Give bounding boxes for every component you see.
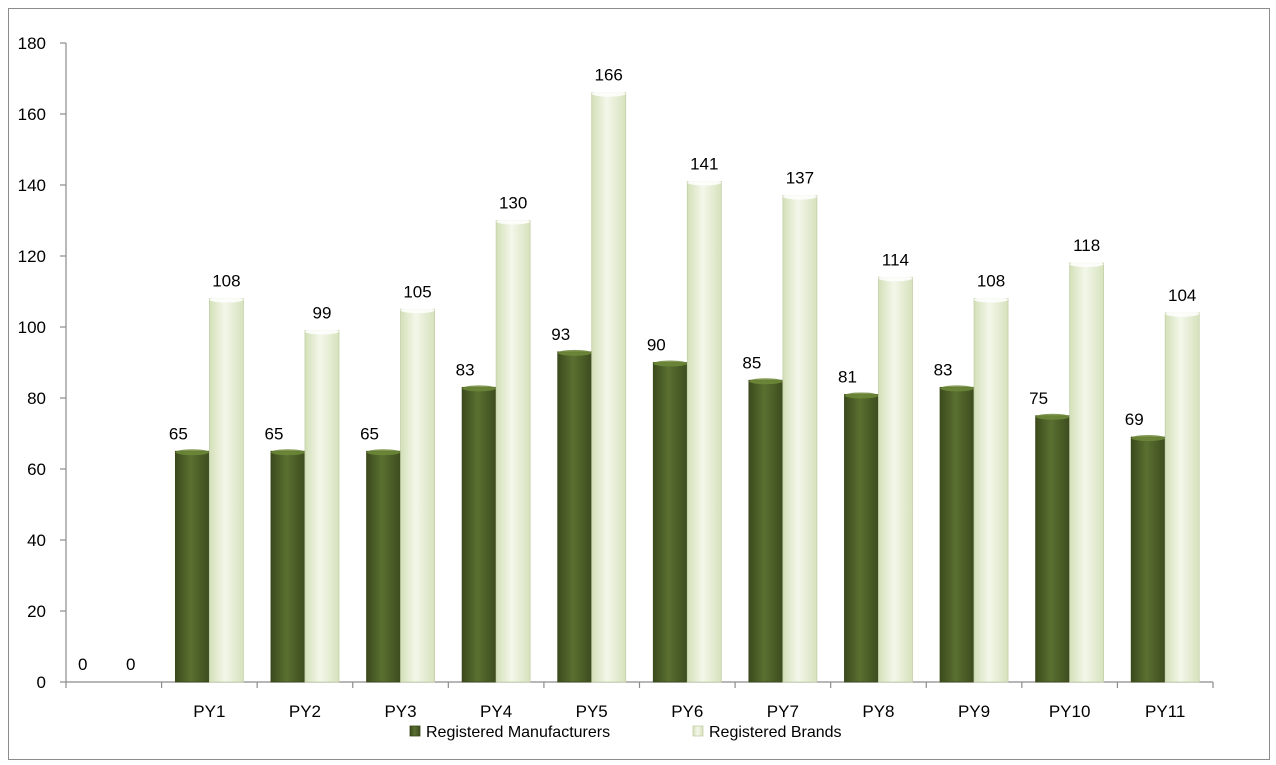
bar-manufacturers [1035, 415, 1071, 683]
data-label: 83 [934, 360, 953, 379]
bar-top-highlight [1069, 261, 1104, 268]
bar-manufacturers [939, 386, 975, 683]
data-label: 93 [551, 325, 570, 344]
x-tick-label: PY4 [480, 702, 512, 721]
legend: Registered Manufacturers Registered Brand… [409, 724, 842, 741]
bar-top-highlight [1165, 310, 1200, 317]
data-label: 0 [126, 655, 135, 674]
bar-top-highlight [974, 296, 1009, 303]
data-label: 104 [1168, 286, 1196, 305]
bar-brands [878, 276, 913, 683]
bar-brands [1164, 312, 1200, 683]
y-tick-label: 80 [27, 389, 46, 408]
bar-brands [304, 330, 340, 683]
x-tick-label: PY1 [193, 702, 225, 721]
bar-brands [208, 298, 244, 683]
legend-label-brands: Registered Brands [709, 724, 842, 741]
data-label: 108 [212, 272, 240, 291]
bar-top-highlight [175, 449, 210, 456]
data-label: 105 [403, 282, 431, 301]
bar-top-highlight [748, 378, 783, 385]
x-tick-label: PY7 [767, 702, 799, 721]
bar-top-highlight [366, 449, 401, 456]
x-tick-label: PY6 [671, 702, 703, 721]
bar-brands [1069, 262, 1105, 683]
data-label: 81 [838, 367, 857, 386]
y-tick-label: 60 [27, 460, 46, 479]
bar-top-highlight [209, 296, 244, 303]
data-label: 90 [647, 336, 666, 355]
y-axis: 0 20 40 60 80 100 120 140 160 180 [18, 34, 67, 692]
bar-top-highlight [1035, 413, 1070, 420]
bar-top-highlight [496, 218, 531, 225]
bar-manufacturers [844, 394, 879, 683]
data-labels: 0 0 65 108 65 99 65 105 83 130 93 166 90 141 85 137 81 11… [78, 66, 1196, 674]
bar-manufacturers [1130, 436, 1166, 683]
data-label: 99 [312, 304, 331, 323]
bar-top-highlight [878, 275, 913, 282]
x-tick-label: PY8 [862, 702, 894, 721]
bar-brands [495, 220, 531, 683]
x-axis: PY1 PY2 PY3 PY4 PY5 PY6 PY7 PY8 PY9 PY10 PY11 [65, 681, 1214, 721]
y-tick-label: 20 [27, 602, 46, 621]
bar-brands [400, 308, 435, 683]
data-label: 141 [690, 154, 718, 173]
bar-manufacturers [366, 450, 401, 683]
y-tick-label: 40 [27, 531, 46, 550]
y-tick-label: 0 [37, 673, 46, 692]
y-tick-label: 120 [18, 247, 46, 266]
bar-top-highlight [400, 307, 435, 314]
y-tick-label: 140 [18, 176, 46, 195]
bar-top-highlight [844, 392, 879, 399]
legend-swatch-manufacturers [409, 725, 421, 737]
bar-top-highlight [653, 360, 688, 367]
bar-manufacturers [652, 362, 688, 683]
bar-manufacturers [461, 386, 497, 683]
bar-brands [782, 195, 818, 683]
bar-manufacturers [270, 450, 306, 683]
bar-top-highlight [940, 385, 975, 392]
bar-manufacturers [174, 450, 210, 683]
y-tick-label: 180 [18, 34, 46, 53]
data-label: 0 [78, 655, 87, 674]
data-label: 83 [456, 360, 475, 379]
x-tick-label: PY5 [576, 702, 608, 721]
bar-manufacturers [557, 351, 593, 683]
data-label: 65 [169, 424, 188, 443]
data-label: 65 [360, 424, 379, 443]
data-label: 69 [1125, 410, 1144, 429]
data-label: 85 [742, 353, 761, 372]
bar-manufacturers [748, 379, 784, 683]
bar-top-highlight [270, 449, 305, 456]
data-label: 118 [1073, 236, 1100, 255]
bars [174, 90, 1200, 683]
data-label: 166 [595, 66, 623, 85]
bar-top-highlight [557, 349, 592, 356]
y-tick-label: 160 [18, 105, 46, 124]
legend-swatch-brands [692, 725, 704, 737]
bar-top-highlight [687, 179, 722, 186]
legend-label-manufacturers: Registered Manufacturers [426, 724, 610, 741]
bar-top-highlight [304, 328, 339, 335]
data-label: 114 [882, 250, 909, 269]
data-label: 65 [264, 424, 283, 443]
bar-brands [973, 298, 1009, 683]
x-tick-label: PY10 [1049, 702, 1091, 721]
x-tick-label: PY3 [384, 702, 416, 721]
data-label: 137 [786, 169, 814, 188]
bar-brands [686, 181, 722, 683]
data-label: 75 [1029, 389, 1048, 408]
data-label: 130 [499, 194, 527, 213]
data-label: 108 [977, 272, 1005, 291]
bar-top-highlight [782, 193, 817, 200]
bar-top-highlight [462, 385, 497, 392]
x-tick-label: PY2 [289, 702, 321, 721]
bar-top-highlight [591, 90, 626, 97]
bar-brands [591, 92, 627, 683]
bar-top-highlight [1131, 435, 1166, 442]
x-tick-label: PY9 [958, 702, 990, 721]
x-tick-label: PY11 [1145, 702, 1185, 721]
y-tick-label: 100 [18, 318, 46, 337]
